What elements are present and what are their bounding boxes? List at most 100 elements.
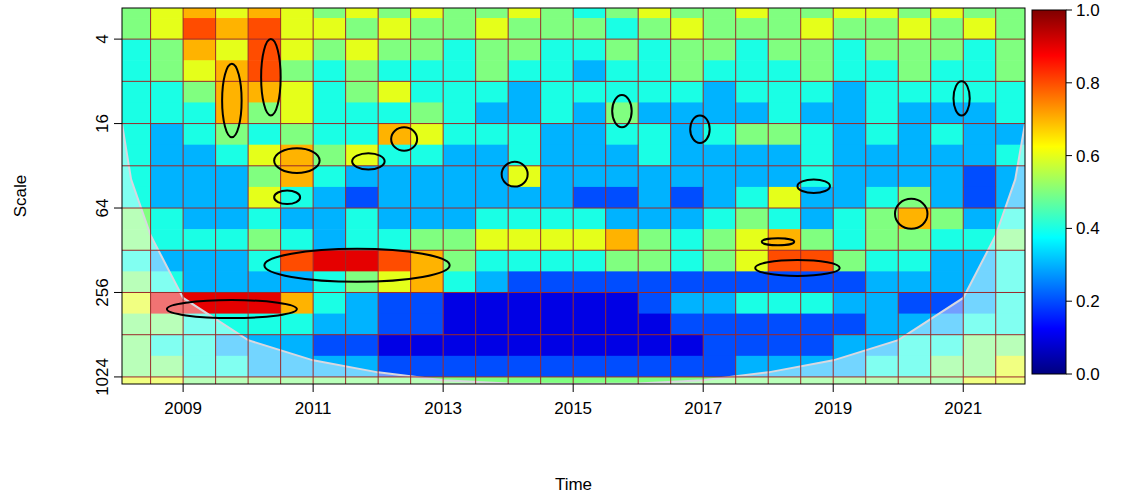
heatmap-cell bbox=[378, 39, 411, 61]
heatmap-cell bbox=[833, 8, 866, 19]
heatmap-cell bbox=[671, 102, 704, 124]
heatmap-cell bbox=[703, 356, 736, 378]
heatmap-cell bbox=[898, 39, 931, 61]
heatmap-cell bbox=[508, 39, 541, 61]
heatmap-cell bbox=[866, 271, 899, 293]
heatmap-cell bbox=[866, 18, 899, 40]
heatmap-cell bbox=[671, 208, 704, 230]
heatmap-cell bbox=[573, 229, 606, 251]
heatmap-cell bbox=[963, 187, 996, 209]
y-tick-label: 256 bbox=[93, 278, 112, 306]
heatmap-cell bbox=[151, 60, 184, 82]
significant-region bbox=[261, 39, 281, 115]
heatmap-cell bbox=[122, 102, 151, 124]
heatmap-cell bbox=[151, 187, 184, 209]
x-tick bbox=[703, 384, 704, 392]
heatmap-cell bbox=[768, 292, 801, 314]
heatmap-cell bbox=[443, 124, 476, 146]
significant-region bbox=[502, 162, 528, 187]
heatmap-cell bbox=[768, 124, 801, 146]
heatmap-cell bbox=[931, 18, 964, 40]
y-tick-label: 64 bbox=[93, 199, 112, 218]
grid-line-x bbox=[183, 8, 184, 384]
significant-region bbox=[167, 300, 297, 318]
heatmap-cell bbox=[411, 229, 444, 251]
heatmap-cell bbox=[443, 102, 476, 124]
heatmap-cell bbox=[443, 187, 476, 209]
heatmap-cell bbox=[833, 166, 866, 188]
heatmap-cell bbox=[122, 81, 151, 103]
heatmap-cell bbox=[638, 229, 671, 251]
heatmap-cell bbox=[151, 18, 184, 40]
x-tick-label: 2013 bbox=[424, 399, 462, 418]
heatmap-cell bbox=[183, 271, 216, 293]
heatmap-cell bbox=[996, 18, 1025, 40]
heatmap-cell bbox=[183, 187, 216, 209]
heatmap-cell bbox=[476, 145, 509, 167]
grid-line-y bbox=[122, 376, 1025, 377]
significant-region bbox=[797, 179, 830, 193]
heatmap-cell bbox=[541, 208, 574, 230]
heatmap-cell bbox=[638, 18, 671, 40]
heatmap-cell bbox=[638, 60, 671, 82]
heatmap-cell bbox=[443, 356, 476, 378]
heatmap-cell bbox=[313, 124, 346, 146]
heatmap-cell bbox=[216, 229, 249, 251]
heatmap-cell bbox=[898, 18, 931, 40]
heatmap-cell bbox=[703, 39, 736, 61]
grid-line-y bbox=[122, 165, 1025, 166]
grid-line-x bbox=[475, 8, 476, 384]
heatmap-cell bbox=[996, 8, 1025, 19]
significant-region bbox=[352, 153, 385, 169]
grid-line-x bbox=[540, 8, 541, 384]
y-axis-title: Scale bbox=[11, 175, 30, 218]
heatmap-cell bbox=[443, 208, 476, 230]
heatmap-cell bbox=[378, 314, 411, 336]
heatmap-cell bbox=[833, 18, 866, 40]
heatmap-cell bbox=[671, 60, 704, 82]
heatmap-cell bbox=[703, 250, 736, 272]
heatmap-cell bbox=[736, 292, 769, 314]
heatmap-cell bbox=[573, 292, 606, 314]
grid-line-x bbox=[735, 8, 736, 384]
heatmap-cell bbox=[638, 208, 671, 230]
heatmap-cell bbox=[411, 314, 444, 336]
heatmap-cell bbox=[411, 356, 444, 378]
heatmap-cell bbox=[931, 271, 964, 293]
heatmap-cell bbox=[671, 187, 704, 209]
heatmap-cell bbox=[508, 124, 541, 146]
heatmap-cell bbox=[573, 124, 606, 146]
heatmap-cell bbox=[281, 124, 314, 146]
heatmap-cell bbox=[443, 8, 476, 19]
heatmap-cell bbox=[963, 39, 996, 61]
heatmap-cell bbox=[443, 145, 476, 167]
grid bbox=[122, 8, 1025, 384]
heatmap-cell bbox=[703, 81, 736, 103]
heatmap-cell bbox=[866, 292, 899, 314]
heatmap-cell bbox=[411, 39, 444, 61]
heatmap-cell bbox=[313, 208, 346, 230]
heatmap-cell bbox=[963, 124, 996, 146]
heatmap-cell bbox=[541, 124, 574, 146]
x-tick-label: 2011 bbox=[295, 399, 332, 418]
heatmap-cell bbox=[736, 166, 769, 188]
grid-line-x bbox=[963, 8, 964, 384]
heatmap-cell bbox=[151, 81, 184, 103]
heatmap-cell bbox=[476, 60, 509, 82]
heatmap-cell bbox=[898, 102, 931, 124]
significant-region bbox=[274, 148, 320, 173]
heatmap-cell bbox=[898, 166, 931, 188]
heatmap-cell bbox=[122, 124, 151, 146]
significant-region bbox=[755, 260, 840, 276]
heatmap-cell bbox=[736, 145, 769, 167]
heatmap-cell bbox=[346, 8, 379, 19]
heatmap-cell bbox=[151, 8, 184, 19]
heatmap-cell bbox=[898, 250, 931, 272]
heatmap-cell bbox=[833, 102, 866, 124]
heatmap-cell bbox=[671, 314, 704, 336]
heatmap-cell bbox=[216, 208, 249, 230]
heatmap-cell bbox=[768, 18, 801, 40]
heatmap-cell bbox=[216, 81, 249, 103]
heatmap-cell bbox=[378, 229, 411, 251]
heatmap-cell bbox=[411, 335, 444, 357]
